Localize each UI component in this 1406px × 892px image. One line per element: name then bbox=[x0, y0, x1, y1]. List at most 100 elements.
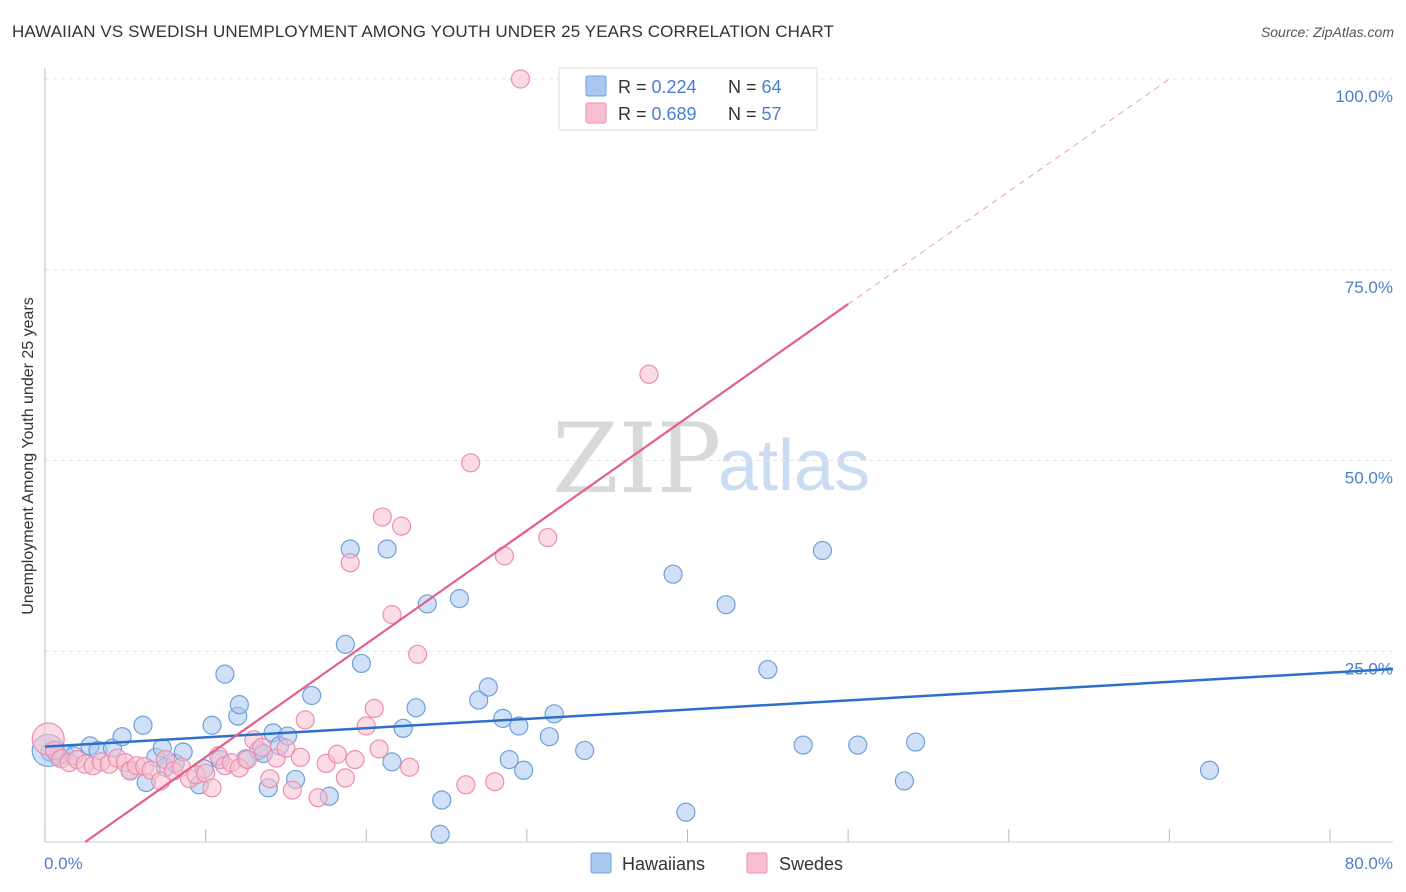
hawaiians-point-31 bbox=[302, 685, 322, 706]
series-legend-swatch-swedes bbox=[746, 852, 768, 874]
hawaiians-point-49 bbox=[514, 760, 534, 780]
swedes-point-35 bbox=[295, 710, 315, 730]
stats-r-label-hawaiians: R = bbox=[618, 77, 652, 97]
hawaiians-point-22 bbox=[229, 695, 249, 715]
svg-text:R = 0.224: R = 0.224 bbox=[618, 77, 697, 97]
swedes-point-33 bbox=[282, 780, 302, 800]
swedes-trend-extension bbox=[847, 78, 1170, 305]
x-axis-ticks bbox=[44, 829, 1331, 842]
stats-n-label-hawaiians: N = bbox=[728, 77, 762, 97]
x-tick-label-min: 0.0% bbox=[44, 854, 83, 873]
swedes-point-49 bbox=[408, 644, 428, 664]
hawaiians-point-50 bbox=[539, 727, 559, 747]
hawaiians-point-38 bbox=[393, 718, 413, 738]
trend-lines bbox=[44, 78, 1394, 843]
series-legend-label-hawaiians: Hawaiians bbox=[622, 854, 705, 874]
stats-legend-swatch-swedes bbox=[585, 102, 607, 124]
swedes-point-48 bbox=[400, 757, 420, 777]
stats-r-label-swedes: R = bbox=[618, 104, 652, 124]
swedes-point-56 bbox=[639, 364, 659, 384]
swedes-trend-line bbox=[84, 303, 849, 843]
hawaiians-point-62 bbox=[1199, 760, 1220, 780]
hawaiians-point-61 bbox=[905, 732, 926, 752]
hawaiians-point-48 bbox=[509, 716, 529, 736]
hawaiians-point-42 bbox=[432, 790, 452, 810]
swedes-point-54 bbox=[510, 69, 531, 89]
source-label: Source: ZipAtlas.com bbox=[1260, 24, 1394, 40]
hawaiians-point-46 bbox=[493, 708, 513, 728]
swedes-point-41 bbox=[345, 749, 365, 770]
swedes-point-55 bbox=[538, 527, 558, 548]
swedes-point-32 bbox=[276, 738, 296, 758]
hawaiians-point-43 bbox=[449, 589, 470, 609]
swedes-point-29 bbox=[252, 737, 272, 757]
stats-r-value-hawaiians: 0.224 bbox=[652, 77, 697, 97]
y-tick-label-50: 50.0% bbox=[1345, 469, 1393, 488]
stats-n-label-swedes: N = bbox=[728, 104, 762, 124]
gridlines bbox=[45, 78, 1393, 652]
swedes-point-38 bbox=[327, 744, 347, 764]
hawaiians-point-56 bbox=[758, 659, 778, 680]
hawaiians-point-54 bbox=[676, 802, 696, 822]
hawaiians-point-59 bbox=[848, 735, 868, 755]
hawaiians-point-58 bbox=[812, 540, 833, 561]
stats-legend: R = 0.224 N = 64 R = 0.689 N = 57 bbox=[558, 67, 818, 131]
hawaiians-point-52 bbox=[575, 740, 595, 761]
swedes-point-43 bbox=[364, 698, 384, 719]
x-tick-label-max: 80.0% bbox=[1345, 854, 1393, 873]
y-tick-label-100: 100.0% bbox=[1335, 87, 1393, 106]
hawaiians-point-57 bbox=[793, 735, 813, 755]
hawaiians-point-40 bbox=[417, 594, 437, 614]
swedes-point-50 bbox=[456, 775, 476, 795]
hawaiians-point-55 bbox=[716, 595, 736, 615]
stats-r-value-swedes: 0.689 bbox=[652, 104, 697, 124]
y-axis-tick-labels: 25.0% 50.0% 75.0% 100.0% bbox=[1335, 87, 1393, 678]
swedes-point-42 bbox=[356, 716, 376, 736]
hawaiians-point-33 bbox=[335, 634, 355, 654]
hawaiians-point-47 bbox=[499, 749, 519, 770]
swedes-point-36 bbox=[308, 788, 328, 808]
hawaiians-point-41 bbox=[430, 824, 450, 844]
swedes-point-51 bbox=[461, 453, 481, 473]
y-tick-label-75: 75.0% bbox=[1345, 278, 1393, 297]
swedes-point-34 bbox=[290, 747, 310, 767]
swedes-point-47 bbox=[391, 516, 412, 536]
swedes-point-30 bbox=[260, 769, 280, 789]
stats-n-value-hawaiians: 64 bbox=[762, 77, 782, 97]
series-legend-swatch-hawaiians bbox=[590, 852, 612, 874]
swedes-point-44 bbox=[369, 739, 389, 759]
hawaiians-point-20 bbox=[215, 664, 235, 684]
watermark-zip: ZIP bbox=[552, 403, 721, 515]
hawaiians-point-18 bbox=[202, 715, 222, 735]
swedes-point-52 bbox=[485, 772, 505, 792]
hawaiians-point-53 bbox=[663, 564, 683, 584]
swedes-point-45 bbox=[372, 507, 392, 527]
swedes-point-46 bbox=[382, 605, 402, 625]
chart-title: HAWAIIAN VS SWEDISH UNEMPLOYMENT AMONG Y… bbox=[12, 22, 834, 41]
watermark-atlas: atlas bbox=[718, 426, 870, 506]
svg-text:N = 64: N = 64 bbox=[728, 77, 782, 97]
stats-n-value-swedes: 57 bbox=[762, 104, 782, 124]
series-legend-label-swedes: Swedes bbox=[779, 854, 843, 874]
y-tick-label-25: 25.0% bbox=[1345, 659, 1393, 678]
swedes-point-22 bbox=[202, 778, 222, 798]
y-axis-title: Unemployment Among Youth under 25 years bbox=[20, 297, 37, 615]
hawaiians-point-51 bbox=[544, 704, 564, 724]
axes bbox=[44, 68, 1393, 843]
svg-text:R = 0.689: R = 0.689 bbox=[618, 104, 697, 124]
stats-legend-swatch-hawaiians bbox=[585, 75, 607, 97]
hawaiians-point-60 bbox=[894, 771, 914, 791]
swedes-point-27 bbox=[237, 749, 257, 770]
hawaiians-point-39 bbox=[406, 698, 426, 718]
hawaiians-point-44 bbox=[469, 690, 489, 710]
hawaiians-point-37 bbox=[382, 752, 402, 772]
hawaiians-trend-line bbox=[44, 667, 1394, 748]
swedes-point-40 bbox=[340, 553, 360, 573]
hawaiians-point-35 bbox=[351, 653, 372, 674]
hawaiians-point-45 bbox=[478, 677, 498, 697]
svg-text:N = 57: N = 57 bbox=[728, 104, 782, 124]
watermark: ZIP atlas bbox=[552, 403, 870, 515]
series-legend: Hawaiians Swedes bbox=[590, 852, 843, 874]
hawaiians-point-9 bbox=[133, 715, 153, 735]
